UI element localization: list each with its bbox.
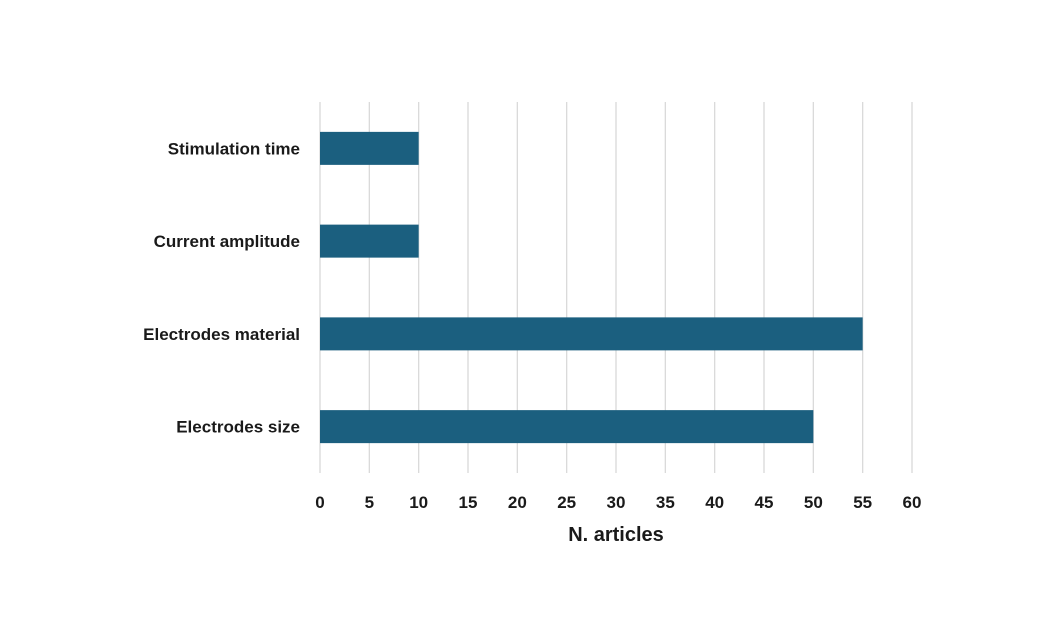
- x-tick-label: 60: [903, 493, 922, 512]
- x-tick-label: 55: [853, 493, 872, 512]
- category-label: Current amplitude: [154, 232, 300, 251]
- x-tick-label: 5: [365, 493, 374, 512]
- category-label: Electrodes material: [143, 325, 300, 344]
- x-tick-labels: 0 5 10 15 20 25 30 35 40 45 50 55 60: [315, 493, 921, 512]
- bars: [320, 131, 863, 444]
- category-label: Electrodes size: [176, 418, 300, 437]
- x-tick-label: 0: [315, 493, 324, 512]
- bar: [320, 224, 419, 258]
- bar: [320, 410, 814, 444]
- x-tick-label: 35: [656, 493, 675, 512]
- x-tick-label: 25: [557, 493, 576, 512]
- x-tick-label: 15: [459, 493, 478, 512]
- bar: [320, 131, 419, 165]
- x-tick-label: 40: [705, 493, 724, 512]
- x-axis-title: N. articles: [568, 524, 664, 546]
- x-tick-label: 45: [755, 493, 774, 512]
- category-label: Stimulation time: [168, 139, 300, 158]
- bar: [320, 317, 863, 351]
- x-tick-label: 20: [508, 493, 527, 512]
- x-tick-label: 50: [804, 493, 823, 512]
- x-tick-label: 10: [409, 493, 428, 512]
- category-labels: Stimulation time Current amplitude Electro…: [143, 139, 300, 436]
- x-tick-label: 30: [607, 493, 626, 512]
